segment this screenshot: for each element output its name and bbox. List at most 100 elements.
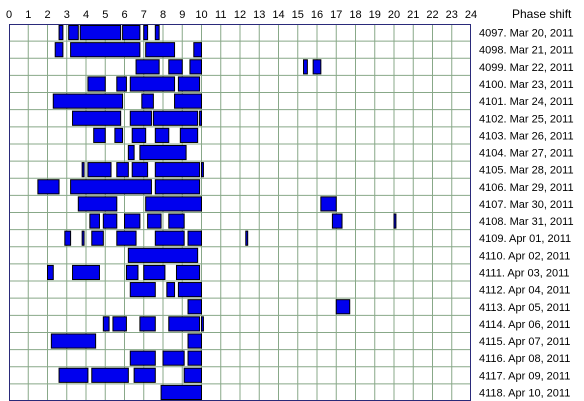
activity-bar xyxy=(102,213,118,229)
hour-tick-label: 0 xyxy=(6,9,12,21)
activity-bar xyxy=(141,93,154,109)
activity-bar xyxy=(160,384,202,401)
activity-bar xyxy=(47,264,54,281)
activity-bar xyxy=(127,247,199,263)
activity-bar xyxy=(174,93,203,109)
day-row-label: 4111. Apr 03, 2011 xyxy=(479,267,570,279)
hour-tick-label: 18 xyxy=(349,9,361,21)
activity-bar xyxy=(114,127,124,143)
activity-bar xyxy=(64,230,72,246)
activity-bar xyxy=(127,144,135,161)
activity-bar xyxy=(58,367,89,383)
activity-bar xyxy=(145,196,203,212)
activity-bar xyxy=(72,110,122,126)
hour-tick-label: 10 xyxy=(195,9,207,21)
activity-bar xyxy=(143,264,166,281)
activity-bar xyxy=(199,110,202,126)
hour-tick-label: 5 xyxy=(102,9,108,21)
activity-bar xyxy=(54,42,64,58)
day-row-label: 4114. Apr 06, 2011 xyxy=(479,319,570,331)
hour-axis: 0 1 2 3 4 5 6 7 8 9 10 11 12 13 14 15 16 17 18 19 20 21 22 23 24 xyxy=(6,9,477,21)
activity-bar xyxy=(68,25,79,41)
hour-tick-label: 6 xyxy=(121,9,127,21)
hour-tick-label: 23 xyxy=(446,9,458,21)
activity-bar xyxy=(77,196,118,212)
activity-bar xyxy=(81,230,85,246)
activity-bar xyxy=(129,282,156,298)
activity-bar xyxy=(116,230,137,246)
hour-tick-label: 19 xyxy=(369,9,381,21)
activity-bar xyxy=(131,162,149,178)
activity-bar xyxy=(102,316,110,332)
activity-bar xyxy=(154,127,170,143)
day-row-label: 4115. Apr 07, 2011 xyxy=(479,336,570,348)
day-row-label: 4107. Mar 30, 2011 xyxy=(479,199,574,211)
activity-bar xyxy=(129,350,156,366)
activity-bar xyxy=(145,42,176,58)
day-row-label: 4113. Apr 05, 2011 xyxy=(479,302,570,314)
activity-bar xyxy=(168,316,201,332)
activity-bar xyxy=(177,282,202,298)
activity-bar xyxy=(52,93,124,109)
activity-bar xyxy=(154,179,201,195)
day-row-label: 4112. Apr 04, 2011 xyxy=(479,285,570,297)
activity-bar xyxy=(79,25,122,41)
day-row-label: 4102. Mar 25, 2011 xyxy=(479,113,574,125)
activity-bar xyxy=(162,350,185,366)
activity-bar xyxy=(81,162,85,178)
activity-bar xyxy=(50,333,97,349)
activity-bar xyxy=(143,25,149,41)
activity-bar xyxy=(168,59,183,75)
activity-bar xyxy=(91,367,129,383)
activity-bar xyxy=(116,76,127,92)
phase-shift-header: Phase shift xyxy=(512,7,572,21)
day-row-label: 4100. Mar 23, 2011 xyxy=(479,79,574,91)
activity-bar xyxy=(124,213,141,229)
day-row-label: 4098. Mar 21, 2011 xyxy=(479,45,574,57)
hour-tick-label: 7 xyxy=(141,9,147,21)
activity-bar xyxy=(70,179,152,195)
activity-bar xyxy=(179,127,199,143)
hour-tick-label: 20 xyxy=(388,9,400,21)
day-row-label: 4101. Mar 24, 2011 xyxy=(479,96,574,108)
hour-tick-label: 15 xyxy=(292,9,304,21)
activity-bar xyxy=(112,316,127,332)
activity-bar xyxy=(87,76,106,92)
hour-tick-label: 2 xyxy=(44,9,50,21)
activity-bar xyxy=(168,213,185,229)
activity-bar xyxy=(125,264,139,281)
chart-bars xyxy=(37,25,397,401)
activity-bar xyxy=(154,25,160,41)
hour-tick-label: 24 xyxy=(465,9,477,21)
activity-bar xyxy=(37,179,60,195)
activity-bar xyxy=(152,110,199,126)
activity-bar xyxy=(89,213,100,229)
hour-tick-label: 14 xyxy=(272,9,284,21)
activity-bar xyxy=(187,350,202,366)
day-row-label: 4099. Mar 22, 2011 xyxy=(479,62,574,74)
activity-bar xyxy=(201,162,204,178)
activity-bar xyxy=(72,264,100,281)
activity-bar xyxy=(175,264,201,281)
day-row-label: 4117. Apr 09, 2011 xyxy=(479,370,570,382)
activity-bar xyxy=(131,127,147,143)
activity-bar xyxy=(147,213,162,229)
day-row-label: 4104. Mar 27, 2011 xyxy=(479,148,574,160)
hour-tick-label: 13 xyxy=(253,9,265,21)
hour-tick-label: 22 xyxy=(426,9,438,21)
activity-bar xyxy=(116,162,129,178)
activity-bar xyxy=(58,25,64,41)
activity-bar xyxy=(335,299,351,315)
hour-tick-label: 1 xyxy=(25,9,31,21)
activity-bar xyxy=(303,59,308,75)
day-row-label: 4118. Apr 10, 2011 xyxy=(479,387,570,399)
activity-bar xyxy=(183,367,203,383)
hour-tick-label: 12 xyxy=(234,9,246,21)
day-labels: 4097. Mar 20, 2011 4098. Mar 21, 2011 4099… xyxy=(479,28,574,400)
day-row-label: 4103. Mar 26, 2011 xyxy=(479,130,574,142)
hour-tick-label: 16 xyxy=(311,9,323,21)
activity-bar xyxy=(135,59,160,75)
day-row-label: 4110. Apr 02, 2011 xyxy=(479,250,570,262)
hour-tick-label: 8 xyxy=(160,9,166,21)
